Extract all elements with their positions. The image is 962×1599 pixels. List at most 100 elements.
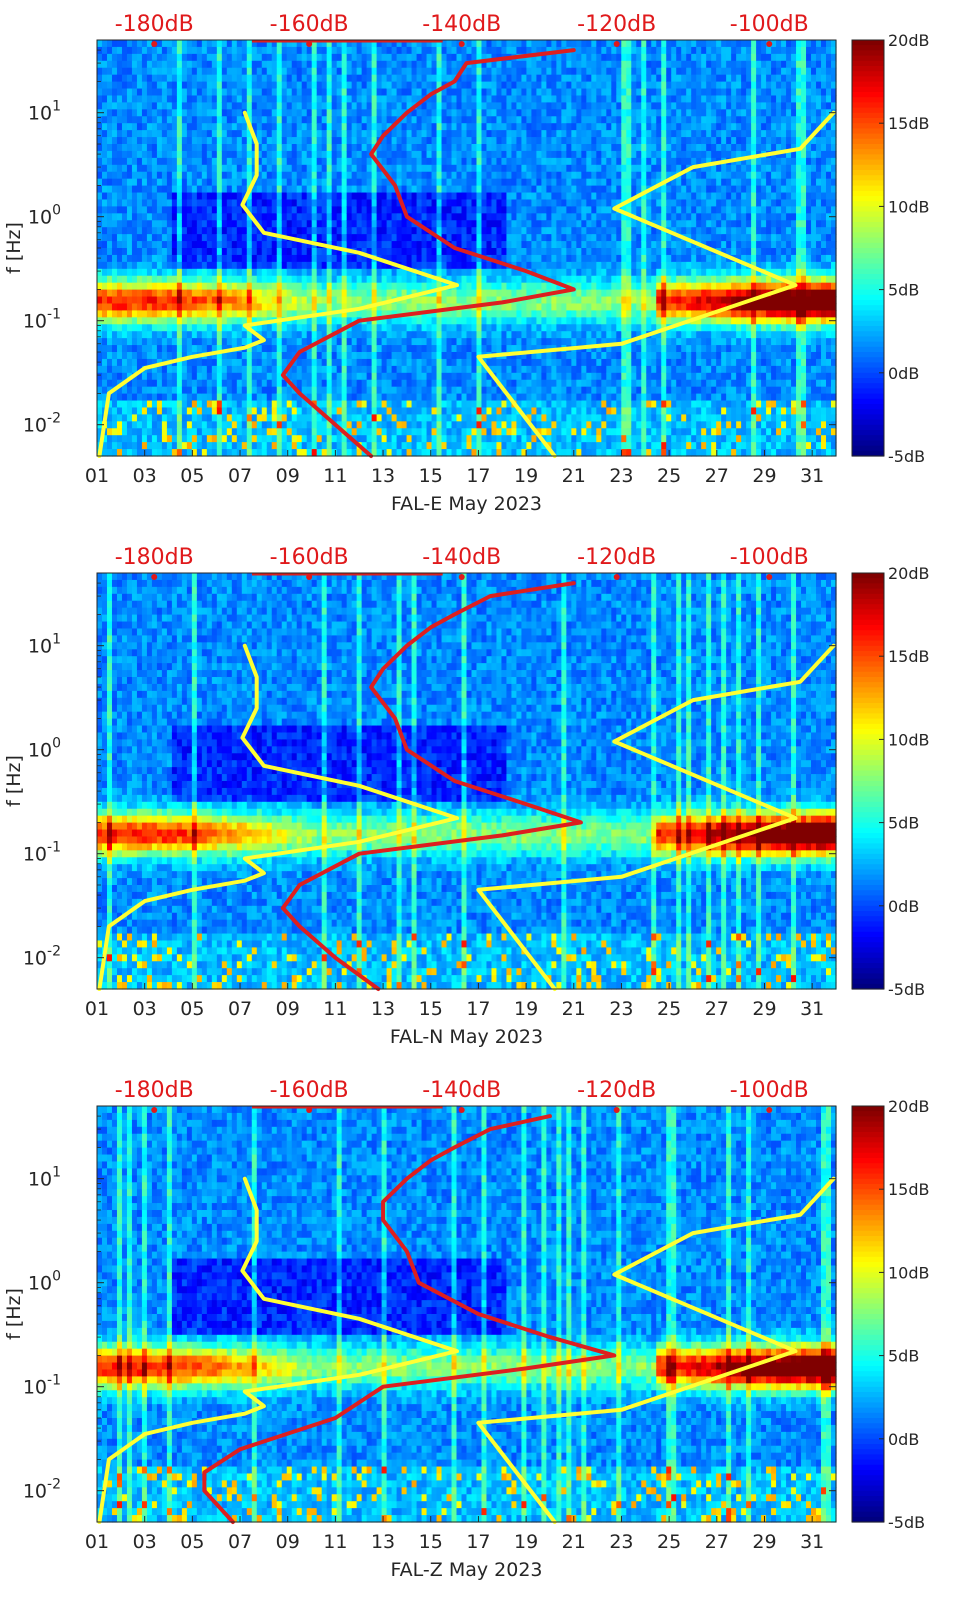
x-tick-label: 15 bbox=[419, 465, 443, 487]
top-axis-label: -140dB bbox=[422, 12, 501, 37]
x-axis-label: FAL-Z May 2023 bbox=[390, 1559, 542, 1581]
x-tick-label: 23 bbox=[609, 998, 633, 1020]
top-axis-label: -120dB bbox=[577, 1078, 656, 1103]
spectrogram-panel: -180dB -160dB -140dB -120dB -100dB 01 03 05 07 09… bbox=[3, 545, 930, 1048]
x-tick-label: 21 bbox=[562, 465, 586, 487]
x-axis-label: FAL-E May 2023 bbox=[391, 493, 542, 515]
x-tick-label: 07 bbox=[228, 998, 252, 1020]
y-tick-label: 101 bbox=[28, 99, 61, 125]
top-axis-label: -100dB bbox=[730, 545, 809, 570]
colorbar-label: 10dB bbox=[888, 1263, 930, 1282]
y-tick-label: 10-2 bbox=[23, 944, 61, 970]
x-tick-label: 05 bbox=[180, 1531, 204, 1553]
y-tick-label: 101 bbox=[28, 1165, 61, 1191]
top-axis-label: -160dB bbox=[270, 12, 349, 37]
spectrogram-panel: -180dB -160dB -140dB -120dB -100dB 01 03 05 07 09… bbox=[3, 12, 930, 515]
x-tick-label: 07 bbox=[228, 1531, 252, 1553]
colorbar-label: -5dB bbox=[888, 1513, 925, 1532]
top-axis-label: -140dB bbox=[422, 545, 501, 570]
top-axis-label: -100dB bbox=[730, 1078, 809, 1103]
top-axis-label: -180dB bbox=[115, 12, 194, 37]
x-tick-label: 29 bbox=[752, 465, 776, 487]
y-axis-label: f [Hz] bbox=[3, 755, 25, 807]
x-tick-label: 11 bbox=[323, 998, 347, 1020]
x-tick-label: 15 bbox=[419, 1531, 443, 1553]
y-tick-label: 10-1 bbox=[23, 1373, 61, 1399]
x-tick-label: 11 bbox=[323, 1531, 347, 1553]
spectrogram-heatmap bbox=[97, 1106, 837, 1523]
x-axis-label: FAL-N May 2023 bbox=[390, 1026, 543, 1048]
x-tick-label: 09 bbox=[276, 465, 300, 487]
x-tick-label: 17 bbox=[466, 998, 490, 1020]
top-axis-label: -160dB bbox=[270, 1078, 349, 1103]
x-tick-label: 27 bbox=[705, 465, 729, 487]
x-tick-label: 21 bbox=[562, 998, 586, 1020]
red-noise-line bbox=[202, 1114, 617, 1524]
x-tick-label: 09 bbox=[276, 998, 300, 1020]
yellow-noise-line bbox=[97, 643, 459, 991]
red-noise-line bbox=[280, 581, 583, 991]
x-tick-label: 11 bbox=[323, 465, 347, 487]
colorbar-label: 0dB bbox=[888, 364, 919, 383]
yellow-noise-line bbox=[97, 110, 459, 458]
x-tick-label: 05 bbox=[180, 465, 204, 487]
red-noise-line bbox=[280, 48, 576, 458]
colorbar-label: 5dB bbox=[888, 814, 919, 833]
x-tick-label: 29 bbox=[752, 998, 776, 1020]
x-tick-label: 13 bbox=[371, 1531, 395, 1553]
x-tick-label: 17 bbox=[466, 1531, 490, 1553]
colorbar-label: 0dB bbox=[888, 897, 919, 916]
x-tick-label: 03 bbox=[133, 998, 157, 1020]
x-tick-label: 05 bbox=[180, 998, 204, 1020]
colorbar-label: 0dB bbox=[888, 1430, 919, 1449]
top-axis-label: -160dB bbox=[270, 545, 349, 570]
x-tick-label: 07 bbox=[228, 465, 252, 487]
top-axis-label: -140dB bbox=[422, 1078, 501, 1103]
x-tick-label: 25 bbox=[657, 1531, 681, 1553]
x-tick-label: 29 bbox=[752, 1531, 776, 1553]
top-axis-label: -180dB bbox=[115, 545, 194, 570]
x-tick-label: 27 bbox=[705, 1531, 729, 1553]
yellow-noise-line bbox=[476, 110, 836, 458]
x-tick-label: 01 bbox=[85, 1531, 109, 1553]
y-tick-label: 10-2 bbox=[23, 411, 61, 437]
x-tick-label: 27 bbox=[705, 998, 729, 1020]
top-axis-label: -180dB bbox=[115, 1078, 194, 1103]
colorbar: 20dB 15dB 10dB 5dB 0dB -5dB bbox=[851, 31, 930, 466]
colorbar-label: -5dB bbox=[888, 980, 925, 999]
colorbar-label: 20dB bbox=[888, 31, 930, 50]
y-tick-label: 100 bbox=[28, 1269, 61, 1295]
spectrogram-panel: -180dB -160dB -140dB -120dB -100dB 01 03 05 07 09… bbox=[3, 1078, 930, 1581]
x-tick-label: 23 bbox=[609, 465, 633, 487]
y-tick-label: 10-2 bbox=[23, 1477, 61, 1503]
yellow-noise-line bbox=[476, 1176, 836, 1524]
x-tick-label: 25 bbox=[657, 465, 681, 487]
x-tick-label: 31 bbox=[800, 1531, 824, 1553]
colorbar-label: 15dB bbox=[888, 1180, 930, 1199]
y-tick-label: 100 bbox=[28, 203, 61, 229]
x-tick-label: 19 bbox=[514, 998, 538, 1020]
colorbar-label: 15dB bbox=[888, 114, 930, 133]
colorbar-label: 5dB bbox=[888, 1347, 919, 1366]
y-axis-label: f [Hz] bbox=[3, 222, 25, 274]
spectrogram-heatmap bbox=[97, 573, 837, 990]
x-tick-label: 19 bbox=[514, 465, 538, 487]
top-axis-label: -120dB bbox=[577, 12, 656, 37]
colorbar: 20dB 15dB 10dB 5dB 0dB -5dB bbox=[851, 564, 930, 999]
colorbar: 20dB 15dB 10dB 5dB 0dB -5dB bbox=[851, 1097, 930, 1532]
spectrogram-heatmap bbox=[97, 40, 837, 457]
x-tick-label: 21 bbox=[562, 1531, 586, 1553]
x-tick-label: 31 bbox=[800, 465, 824, 487]
x-tick-label: 01 bbox=[85, 465, 109, 487]
yellow-noise-line bbox=[476, 643, 836, 991]
y-tick-label: 101 bbox=[28, 632, 61, 658]
x-tick-label: 15 bbox=[419, 998, 443, 1020]
colorbar-label: -5dB bbox=[888, 447, 925, 466]
x-tick-label: 03 bbox=[133, 465, 157, 487]
y-tick-label: 10-1 bbox=[23, 840, 61, 866]
y-tick-label: 10-1 bbox=[23, 307, 61, 333]
y-axis-label: f [Hz] bbox=[3, 1288, 25, 1340]
colorbar-label: 15dB bbox=[888, 647, 930, 666]
top-axis-label: -100dB bbox=[730, 12, 809, 37]
